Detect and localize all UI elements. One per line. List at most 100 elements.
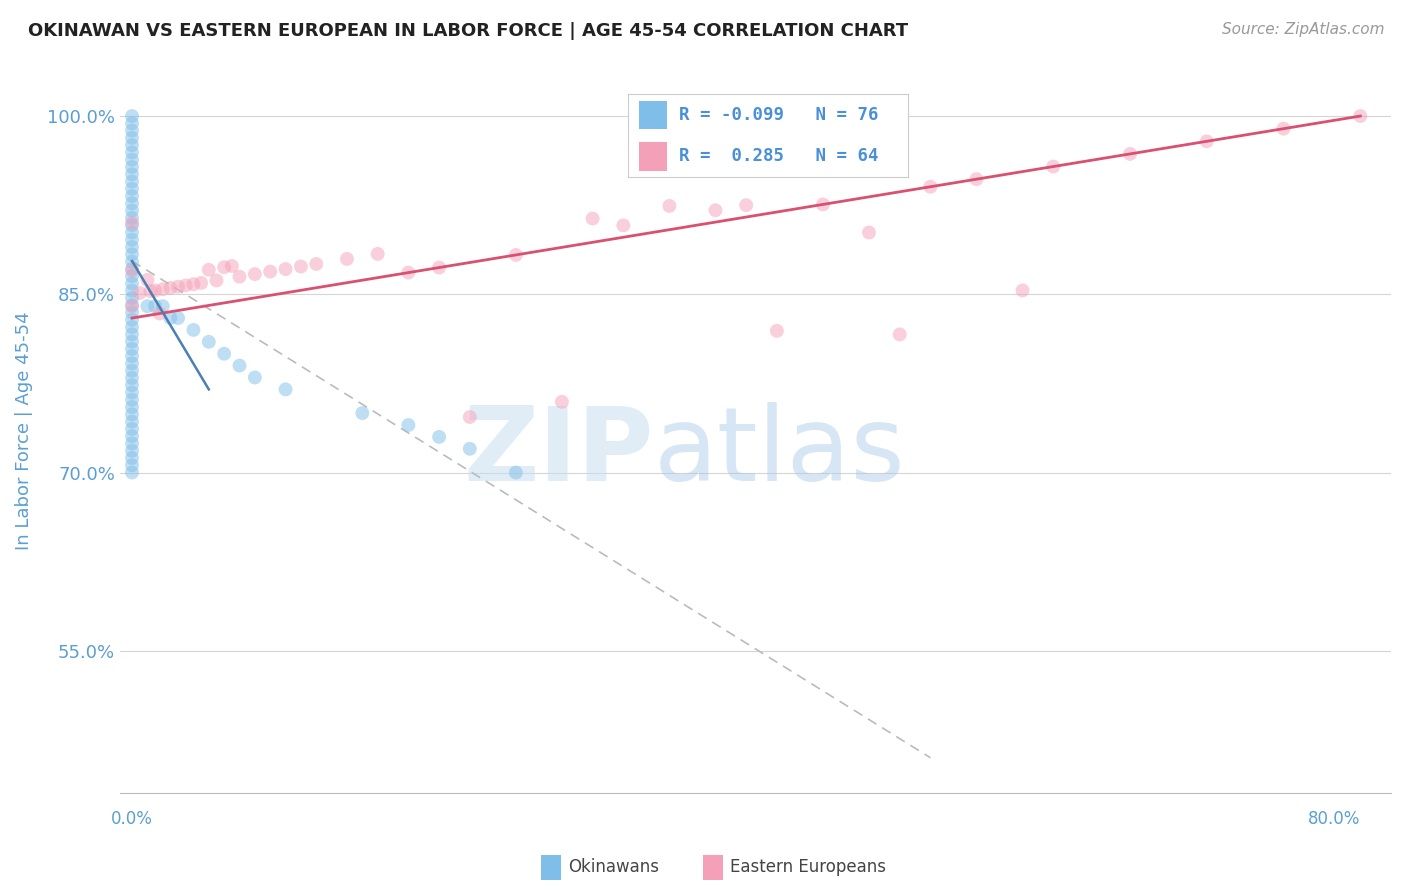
Point bbox=[505, 466, 527, 480]
Text: Source: ZipAtlas.com: Source: ZipAtlas.com bbox=[1222, 22, 1385, 37]
Point bbox=[121, 189, 143, 203]
Point bbox=[121, 226, 143, 240]
Point bbox=[582, 211, 605, 226]
Point bbox=[128, 286, 150, 301]
Point bbox=[121, 263, 143, 277]
Point bbox=[121, 254, 143, 268]
Point bbox=[121, 320, 143, 334]
Point bbox=[121, 291, 143, 305]
Point bbox=[1042, 160, 1064, 174]
Point bbox=[889, 327, 911, 342]
Point bbox=[121, 305, 143, 319]
Point bbox=[167, 311, 190, 326]
Text: Okinawans: Okinawans bbox=[568, 858, 659, 876]
Point bbox=[1348, 109, 1371, 123]
Point bbox=[121, 175, 143, 189]
Point bbox=[735, 198, 758, 212]
Point bbox=[228, 269, 250, 284]
Point bbox=[396, 417, 419, 432]
Point bbox=[920, 179, 942, 194]
Point bbox=[121, 342, 143, 356]
Text: Eastern Europeans: Eastern Europeans bbox=[730, 858, 886, 876]
Text: 80.0%: 80.0% bbox=[1308, 810, 1360, 828]
Point bbox=[243, 370, 266, 384]
Point bbox=[121, 160, 143, 174]
Point bbox=[121, 356, 143, 370]
Point bbox=[367, 247, 389, 261]
Point bbox=[121, 247, 143, 261]
Point bbox=[1011, 284, 1033, 298]
Point bbox=[159, 311, 181, 326]
Point bbox=[183, 277, 205, 292]
Point bbox=[274, 262, 297, 277]
Point bbox=[704, 203, 727, 218]
Point bbox=[121, 371, 143, 385]
Point bbox=[121, 443, 143, 458]
Text: atlas: atlas bbox=[654, 402, 905, 503]
Point bbox=[427, 260, 450, 275]
Point bbox=[121, 458, 143, 473]
Point bbox=[121, 145, 143, 160]
Point bbox=[143, 299, 166, 313]
Point bbox=[228, 359, 250, 373]
Point bbox=[121, 364, 143, 378]
Point bbox=[305, 257, 328, 271]
Point bbox=[121, 167, 143, 181]
Point bbox=[167, 279, 190, 293]
Point bbox=[965, 172, 987, 186]
Point bbox=[121, 429, 143, 443]
Point bbox=[121, 299, 143, 313]
Point bbox=[152, 299, 174, 313]
Point bbox=[149, 306, 172, 320]
Point bbox=[612, 219, 634, 233]
Point bbox=[152, 282, 174, 296]
FancyBboxPatch shape bbox=[703, 855, 723, 880]
Point bbox=[159, 281, 181, 295]
FancyBboxPatch shape bbox=[541, 855, 561, 880]
Point bbox=[121, 116, 143, 130]
Point bbox=[121, 298, 143, 312]
Point bbox=[858, 226, 880, 240]
Point bbox=[121, 211, 143, 225]
Point bbox=[212, 260, 235, 275]
Point bbox=[121, 153, 143, 167]
Point bbox=[121, 450, 143, 465]
Point bbox=[121, 277, 143, 291]
Text: OKINAWAN VS EASTERN EUROPEAN IN LABOR FORCE | AGE 45-54 CORRELATION CHART: OKINAWAN VS EASTERN EUROPEAN IN LABOR FO… bbox=[28, 22, 908, 40]
Point bbox=[221, 259, 243, 273]
Point bbox=[136, 273, 159, 287]
Point bbox=[121, 216, 143, 230]
Point bbox=[121, 182, 143, 196]
Point bbox=[121, 284, 143, 298]
Point bbox=[198, 262, 221, 277]
Point bbox=[766, 324, 789, 338]
Point bbox=[143, 284, 166, 298]
Point bbox=[121, 408, 143, 422]
Point bbox=[212, 347, 235, 361]
Point bbox=[658, 199, 681, 213]
Point bbox=[121, 261, 143, 276]
Point bbox=[121, 233, 143, 247]
Point bbox=[427, 430, 450, 444]
Point bbox=[136, 299, 159, 313]
Point bbox=[190, 276, 212, 290]
Point bbox=[121, 131, 143, 145]
Point bbox=[121, 123, 143, 137]
Y-axis label: In Labor Force | Age 45-54: In Labor Force | Age 45-54 bbox=[15, 311, 32, 550]
Point bbox=[174, 278, 197, 293]
Point bbox=[1272, 121, 1295, 136]
Point bbox=[551, 394, 574, 409]
Point bbox=[336, 252, 359, 266]
Point bbox=[290, 260, 312, 274]
Point bbox=[139, 285, 162, 299]
Text: 0.0%: 0.0% bbox=[111, 810, 153, 828]
Point bbox=[121, 422, 143, 436]
Point bbox=[1195, 134, 1218, 148]
Point bbox=[243, 267, 266, 281]
Point bbox=[259, 264, 281, 278]
Point bbox=[121, 334, 143, 349]
Point bbox=[121, 327, 143, 342]
Point bbox=[505, 248, 527, 262]
Point bbox=[458, 409, 481, 424]
Point bbox=[121, 349, 143, 363]
